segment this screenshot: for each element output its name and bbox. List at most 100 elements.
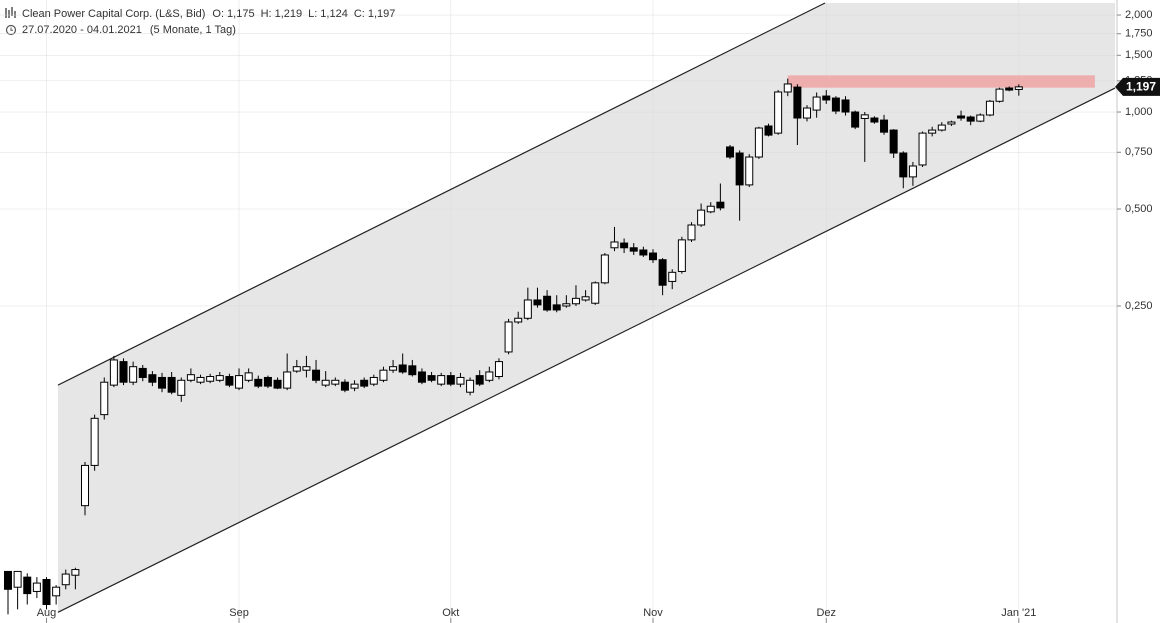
- candle-body: [167, 376, 176, 393]
- candle-body: [254, 378, 263, 387]
- candle-body: [129, 366, 138, 383]
- candle-body: [379, 369, 388, 381]
- candle-body: [754, 127, 763, 158]
- candle-body: [302, 366, 311, 371]
- header-text: 1,175: [227, 8, 255, 20]
- candle-body: [523, 299, 532, 319]
- candle-body: [620, 242, 629, 249]
- candle-body: [908, 165, 917, 178]
- candle-body: [870, 117, 879, 123]
- header-icons: [5, 7, 17, 36]
- y-tick-label: 0,250: [1125, 300, 1153, 312]
- candle-body: [629, 247, 638, 252]
- candle-body: [398, 364, 407, 373]
- candle-body: [928, 129, 937, 134]
- candle-body: [562, 303, 571, 307]
- candle-body: [880, 119, 889, 133]
- candle-body: [937, 124, 946, 131]
- candle-body: [427, 375, 436, 381]
- candle-body: [899, 152, 908, 178]
- candle-body: [206, 376, 215, 382]
- candle-body: [648, 252, 657, 261]
- candle-body: [466, 379, 475, 393]
- candle-body: [687, 224, 696, 241]
- header-text: C:: [354, 8, 365, 20]
- candle-body: [918, 132, 927, 166]
- candle-body: [186, 374, 195, 381]
- header-text: 1,219: [275, 8, 303, 20]
- candle-body: [947, 121, 956, 125]
- candle-body: [783, 83, 792, 93]
- candle-body: [966, 116, 975, 122]
- candle-body: [658, 259, 667, 286]
- candle-body: [793, 86, 802, 119]
- resistance-zone: [787, 75, 1095, 88]
- candle-body: [32, 582, 41, 592]
- candle-body: [244, 372, 253, 381]
- candle-body: [533, 299, 542, 306]
- candle-body: [985, 100, 994, 116]
- candle-body: [225, 376, 234, 386]
- header-text: Clean Power Capital Corp. (L&S, Bid): [22, 8, 205, 20]
- candle-body: [889, 129, 898, 154]
- candle-body: [456, 376, 465, 385]
- candle-body: [803, 107, 812, 119]
- candle-body: [148, 374, 157, 383]
- candle-body: [177, 379, 186, 396]
- candle-body: [745, 156, 754, 186]
- candle-icon: [5, 7, 16, 18]
- candle-body: [292, 366, 301, 372]
- candle-body: [52, 586, 61, 597]
- candle-body: [109, 359, 118, 386]
- candle-body: [851, 111, 860, 128]
- candle-body: [716, 201, 725, 209]
- candle-body: [504, 321, 513, 353]
- candle-body: [774, 91, 783, 134]
- candle-body: [697, 209, 706, 226]
- x-tick-label: Dez: [816, 607, 836, 619]
- candle-body: [81, 464, 90, 507]
- candle-body: [408, 365, 417, 376]
- candle-body: [321, 379, 330, 386]
- header-line: 27.07.2020 - 04.01.2021 (5 Monate, 1 Tag): [22, 24, 236, 36]
- x-tick-label: Okt: [442, 607, 459, 619]
- candle-body: [437, 375, 446, 385]
- candle-body: [610, 241, 619, 249]
- y-tick-label: 0,750: [1125, 146, 1153, 158]
- header-text: 1,124: [320, 8, 348, 20]
- candle-body: [639, 249, 648, 256]
- candle-body: [283, 371, 292, 389]
- candle-body: [485, 371, 494, 381]
- header-text: O:: [212, 8, 224, 20]
- candle-body: [100, 381, 109, 416]
- candle-body: [726, 146, 735, 158]
- header-text: H:: [261, 8, 272, 20]
- candle-body: [61, 573, 70, 586]
- candle-body: [369, 376, 378, 385]
- y-tick-label: 0,500: [1125, 203, 1153, 215]
- candle-body: [668, 271, 677, 282]
- candle-body: [494, 361, 503, 378]
- clock-icon: [5, 24, 17, 36]
- price-tag-label: 1,197: [1126, 80, 1156, 94]
- candle-body: [581, 296, 590, 301]
- candle-body: [331, 379, 340, 385]
- channel-line: [57, 2, 826, 386]
- candle-body: [119, 361, 128, 383]
- candle-body: [514, 317, 523, 323]
- candle-body: [957, 115, 966, 119]
- candle-body: [350, 383, 359, 389]
- candle-body: [1014, 86, 1023, 90]
- header-text: L:: [308, 8, 317, 20]
- candle-body: [360, 379, 369, 387]
- x-tick-label: Sep: [229, 607, 249, 619]
- candle-body: [312, 369, 321, 381]
- y-tick-label: 2,000: [1125, 9, 1153, 21]
- channel-fill: [57, 2, 1116, 613]
- candle-body: [706, 205, 715, 213]
- candle-body: [764, 125, 773, 136]
- candle-body: [340, 381, 349, 391]
- channel-line: [57, 87, 1116, 613]
- candle-body: [677, 239, 686, 272]
